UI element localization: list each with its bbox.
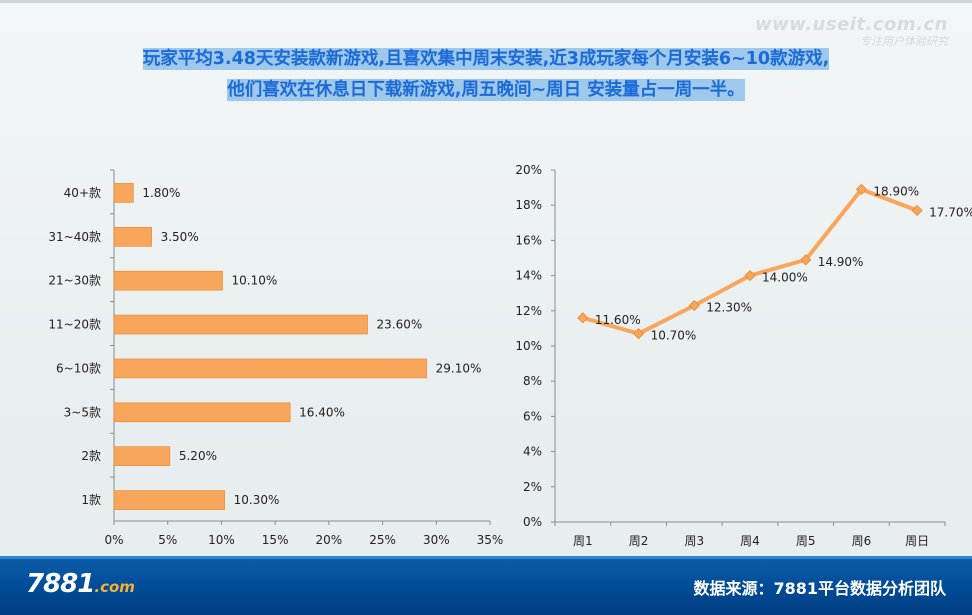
bar-category-label: 2款 (81, 449, 101, 463)
line-data-label: 14.90% (818, 255, 864, 269)
brand-logo: 7881.com (26, 569, 135, 599)
data-source-note: 数据来源：7881平台数据分析团队 (693, 579, 946, 598)
line-data-label: 14.00% (762, 271, 808, 285)
line-point-3 (688, 299, 700, 312)
bar-2 (113, 227, 152, 247)
line-y-tick-label: 20% (515, 163, 542, 177)
line-y-tick-label: 16% (515, 233, 542, 247)
bar-x-tick-label: 20% (316, 533, 343, 547)
line-point-5 (800, 254, 812, 266)
line-y-tick-label: 12% (515, 304, 542, 318)
bar-data-label: 10.30% (234, 493, 280, 507)
bar-x-tick-label: 25% (369, 533, 396, 547)
line-data-label: 12.30% (706, 301, 752, 315)
line-y-tick-label: 0% (523, 515, 542, 529)
bar-8 (113, 490, 225, 510)
watermark: www.useit.com.cn 专注用户体验研究 (748, 14, 948, 49)
line-x-category-label: 周6 (852, 534, 872, 548)
line-y-tick-label: 4% (523, 445, 542, 459)
headline: 玩家平均3.48天安装款新游戏,且喜欢集中周末安装,近3成玩家每个月安装6~10… (40, 44, 932, 106)
line-y-tick-label: 2% (523, 480, 542, 494)
line-y-tick-label: 8% (523, 374, 542, 388)
bar-x-tick-label: 35% (477, 533, 504, 547)
bar-category-label: 6~10款 (56, 361, 101, 375)
bar-data-label: 16.40% (299, 405, 345, 419)
line-point-1 (577, 312, 589, 324)
bar-x-tick-label: 0% (104, 533, 123, 547)
line-x-category-label: 周日 (905, 534, 929, 548)
line-data-label: 10.70% (651, 329, 697, 343)
headline-line-1: 玩家平均3.48天安装款新游戏,且喜欢集中周末安装,近3成玩家每个月安装6~10… (142, 48, 830, 70)
bar-data-label: 5.20% (179, 449, 217, 463)
line-point-2 (633, 328, 645, 340)
headline-line-2: 他们喜欢在休息日下载新游戏,周五晚间~周日 安装量占一周一半。 (227, 79, 745, 101)
bar-data-label: 3.50% (161, 230, 199, 244)
bar-category-label: 31~40款 (48, 230, 101, 244)
bar-data-label: 23.60% (377, 318, 423, 332)
watermark-subtitle: 专注用户体验研究 (860, 35, 948, 48)
line-data-label: 18.90% (873, 184, 919, 198)
bar-3 (113, 270, 223, 291)
line-y-tick-label: 10% (515, 339, 542, 353)
bar-x-tick-label: 30% (423, 533, 450, 547)
bar-category-label: 21~30款 (48, 274, 101, 288)
line-x-category-label: 周5 (796, 534, 816, 548)
bar-category-label: 11~20款 (48, 318, 101, 332)
bar-category-label: 40+款 (64, 186, 101, 200)
footer-accent-strip (0, 556, 972, 559)
line-x-category-label: 周2 (629, 534, 649, 548)
logo-domain: .com (94, 578, 135, 596)
bar-7 (113, 446, 171, 466)
watermark-url: www.useit.com.cn (754, 14, 948, 35)
bar-data-label: 1.80% (142, 186, 180, 200)
line-point-4 (744, 270, 756, 282)
bar-data-label: 10.10% (232, 274, 278, 288)
line-x-category-label: 周3 (684, 534, 704, 548)
bar-category-label: 3~5款 (64, 405, 101, 419)
bar-x-tick-label: 10% (208, 533, 235, 547)
bar-data-label: 29.10% (436, 361, 482, 375)
line-point-6 (855, 183, 867, 195)
bar-4 (113, 314, 368, 335)
footer-bar (0, 559, 972, 615)
line-data-label: 17.70% (929, 205, 972, 219)
bar-5 (113, 358, 427, 379)
line-data-label: 11.60% (595, 313, 641, 327)
bar-category-label: 1款 (81, 493, 101, 507)
bar-x-tick-label: 5% (158, 533, 177, 547)
bar-x-tick-label: 15% (262, 533, 289, 547)
line-x-category-label: 周1 (573, 534, 593, 548)
line-x-category-label: 周4 (740, 534, 760, 548)
top-divider (0, 0, 972, 3)
line-y-tick-label: 14% (515, 269, 542, 283)
bar-1 (113, 183, 134, 203)
logo-number: 7881 (26, 569, 95, 599)
line-y-tick-label: 6% (523, 409, 542, 423)
line-point-7 (911, 204, 923, 217)
line-y-tick-label: 18% (515, 198, 542, 212)
bar-6 (113, 402, 291, 423)
